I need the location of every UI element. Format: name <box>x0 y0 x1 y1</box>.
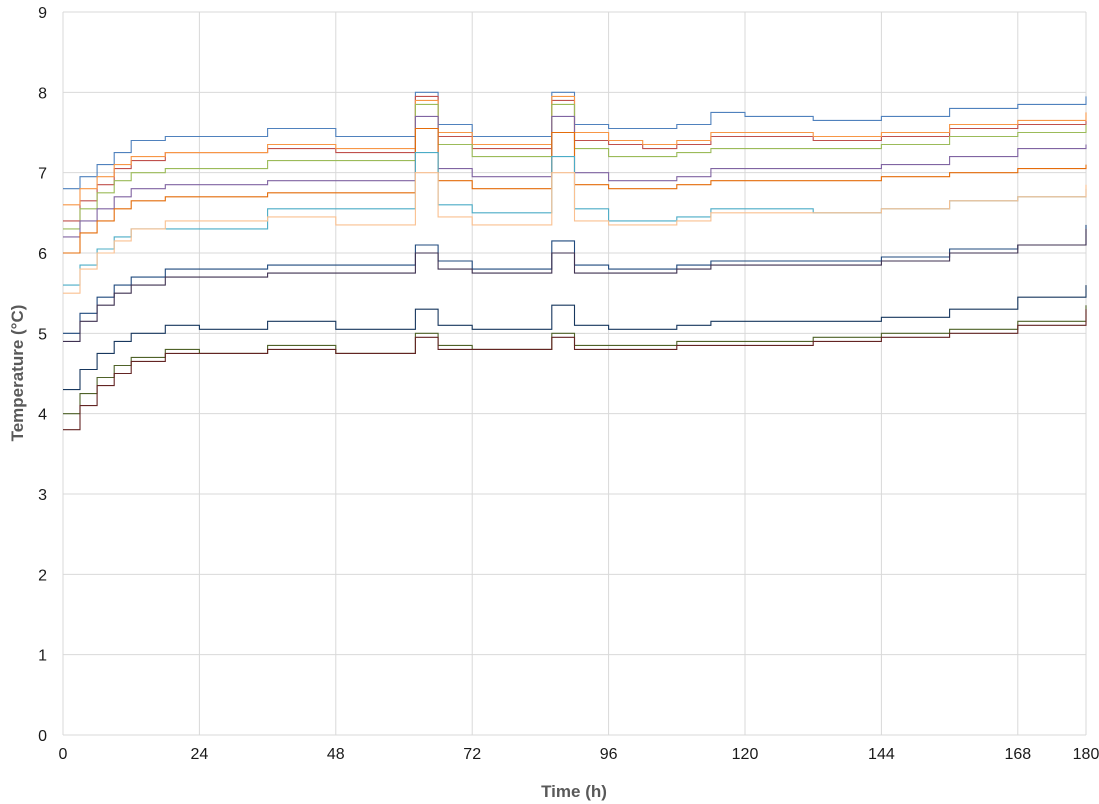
y-tick-label: 6 <box>38 246 47 263</box>
y-tick-label: 7 <box>38 166 47 183</box>
series-line-3 <box>63 95 1087 206</box>
x-tick-label: 168 <box>1004 746 1031 763</box>
y-tick-label: 1 <box>38 648 47 665</box>
series-line-5 <box>63 115 1087 238</box>
y-tick-label: 8 <box>38 85 47 102</box>
series-line-10 <box>63 228 1087 342</box>
series-line-6 <box>63 127 1087 254</box>
series-lines <box>63 91 1087 431</box>
x-tick-label: 72 <box>463 746 481 763</box>
series-line-8 <box>63 172 1087 294</box>
series-line-11 <box>63 285 1087 391</box>
y-tick-label: 3 <box>38 487 47 504</box>
x-tick-label: 96 <box>600 746 618 763</box>
x-tick-label: 120 <box>732 746 759 763</box>
tick-labels: 0 1 2 3 4 5 6 7 8 9 0 24 48 72 96 120 144 168 180 <box>38 5 1099 763</box>
y-axis-title: Temperature (°C) <box>8 305 27 442</box>
x-tick-label: 144 <box>868 746 895 763</box>
x-tick-label: 48 <box>327 746 345 763</box>
y-tick-label: 9 <box>38 5 47 22</box>
y-tick-label: 5 <box>38 326 47 343</box>
y-tick-label: 2 <box>38 567 47 584</box>
y-tick-label: 4 <box>38 407 47 424</box>
series-line-4 <box>63 103 1087 230</box>
x-axis-title: Time (h) <box>541 782 607 801</box>
series-line-13 <box>63 309 1087 431</box>
y-tick-label: 0 <box>38 728 47 745</box>
series-line-1 <box>63 91 1087 190</box>
x-tick-label: 24 <box>191 746 209 763</box>
x-tick-label: 180 <box>1073 746 1099 763</box>
x-tick-label: 0 <box>59 746 68 763</box>
